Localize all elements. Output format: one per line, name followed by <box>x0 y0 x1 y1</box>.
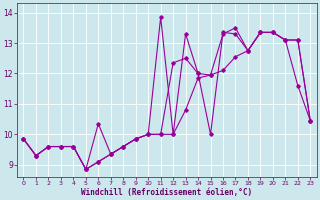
X-axis label: Windchill (Refroidissement éolien,°C): Windchill (Refroidissement éolien,°C) <box>81 188 252 197</box>
